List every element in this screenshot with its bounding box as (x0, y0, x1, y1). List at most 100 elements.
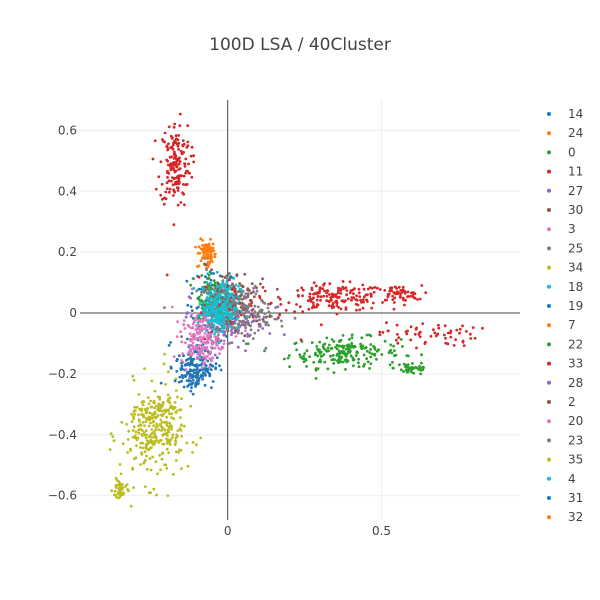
data-point (252, 290, 255, 294)
data-point (174, 411, 178, 415)
data-point (315, 291, 319, 295)
legend-marker (547, 188, 551, 193)
data-point (236, 345, 240, 349)
data-point (337, 305, 340, 309)
legend-item-33[interactable]: 33 (547, 357, 583, 371)
data-point (224, 293, 228, 297)
data-point (204, 325, 208, 329)
legend-item-7[interactable]: 7 (547, 318, 576, 332)
data-point (204, 341, 208, 345)
data-point (154, 426, 158, 430)
data-point (204, 357, 208, 361)
data-point (151, 440, 155, 443)
data-point (197, 344, 201, 347)
data-point (233, 303, 237, 307)
legend-marker (547, 400, 551, 404)
series-32 (201, 243, 211, 254)
data-point (194, 364, 197, 368)
data-point (150, 432, 154, 436)
data-point (360, 300, 363, 304)
data-point (315, 298, 319, 302)
data-point (169, 164, 172, 168)
data-point (161, 400, 165, 404)
data-point (194, 344, 198, 348)
data-point (144, 429, 148, 432)
data-point (201, 377, 205, 381)
data-point (344, 286, 348, 290)
legend-item-4[interactable]: 4 (547, 472, 576, 486)
data-point (197, 275, 201, 279)
legend-item-30[interactable]: 30 (547, 203, 583, 217)
data-point (378, 288, 382, 291)
data-point (192, 368, 196, 372)
data-point (321, 287, 324, 291)
data-point (202, 355, 206, 359)
legend-item-14[interactable]: 14 (547, 107, 583, 121)
legend-item-31[interactable]: 31 (547, 491, 583, 505)
legend-item-25[interactable]: 25 (547, 241, 583, 255)
legend-item-11[interactable]: 11 (547, 165, 583, 179)
data-point (121, 442, 125, 446)
data-point (158, 439, 162, 443)
data-point (116, 490, 120, 494)
data-point (263, 289, 267, 293)
data-point (301, 288, 305, 292)
legend-item-34[interactable]: 34 (547, 261, 583, 275)
data-point (208, 289, 212, 293)
data-point (217, 338, 221, 342)
data-point (157, 402, 161, 406)
data-point (115, 495, 118, 499)
data-point (228, 295, 232, 298)
data-point (420, 353, 423, 357)
data-point (187, 295, 191, 299)
data-point (209, 325, 213, 329)
legend-item-3[interactable]: 3 (547, 222, 576, 236)
data-point (419, 368, 423, 372)
legend-item-22[interactable]: 22 (547, 337, 583, 351)
data-point (125, 483, 129, 486)
series-35 (130, 352, 203, 476)
legend-item-0[interactable]: 0 (547, 145, 576, 159)
legend-item-32[interactable]: 32 (547, 510, 583, 524)
data-point (283, 357, 286, 361)
data-point (186, 124, 190, 128)
data-point (455, 328, 459, 332)
data-point (232, 326, 236, 330)
data-point (178, 112, 182, 116)
data-point (172, 188, 176, 192)
data-point (177, 450, 180, 454)
data-point (411, 362, 414, 365)
data-point (252, 286, 256, 290)
data-point (280, 324, 284, 328)
legend-item-18[interactable]: 18 (547, 280, 583, 294)
data-point (152, 435, 156, 439)
data-point (209, 338, 212, 341)
data-point (386, 329, 390, 333)
data-point (365, 333, 369, 337)
legend-item-23[interactable]: 23 (547, 433, 583, 447)
data-point (137, 393, 141, 396)
legend-item-19[interactable]: 19 (547, 299, 583, 313)
data-point (383, 339, 387, 343)
legend-item-35[interactable]: 35 (547, 453, 583, 467)
data-point (348, 338, 351, 341)
data-point (305, 349, 309, 353)
data-point (442, 333, 446, 337)
data-point (133, 412, 137, 416)
data-point (180, 379, 184, 383)
legend-item-28[interactable]: 28 (547, 376, 583, 390)
data-point (167, 190, 171, 194)
data-point (471, 326, 475, 329)
data-point (394, 292, 397, 296)
data-point (168, 421, 172, 425)
data-point (228, 293, 232, 296)
data-point (406, 365, 410, 369)
legend-item-2[interactable]: 2 (547, 395, 576, 409)
data-point (195, 367, 199, 371)
data-point (145, 467, 149, 471)
legend-item-20[interactable]: 20 (547, 414, 583, 428)
data-point (223, 330, 227, 334)
data-point (381, 331, 385, 334)
legend-item-24[interactable]: 24 (547, 126, 583, 140)
legend-item-27[interactable]: 27 (547, 184, 583, 198)
